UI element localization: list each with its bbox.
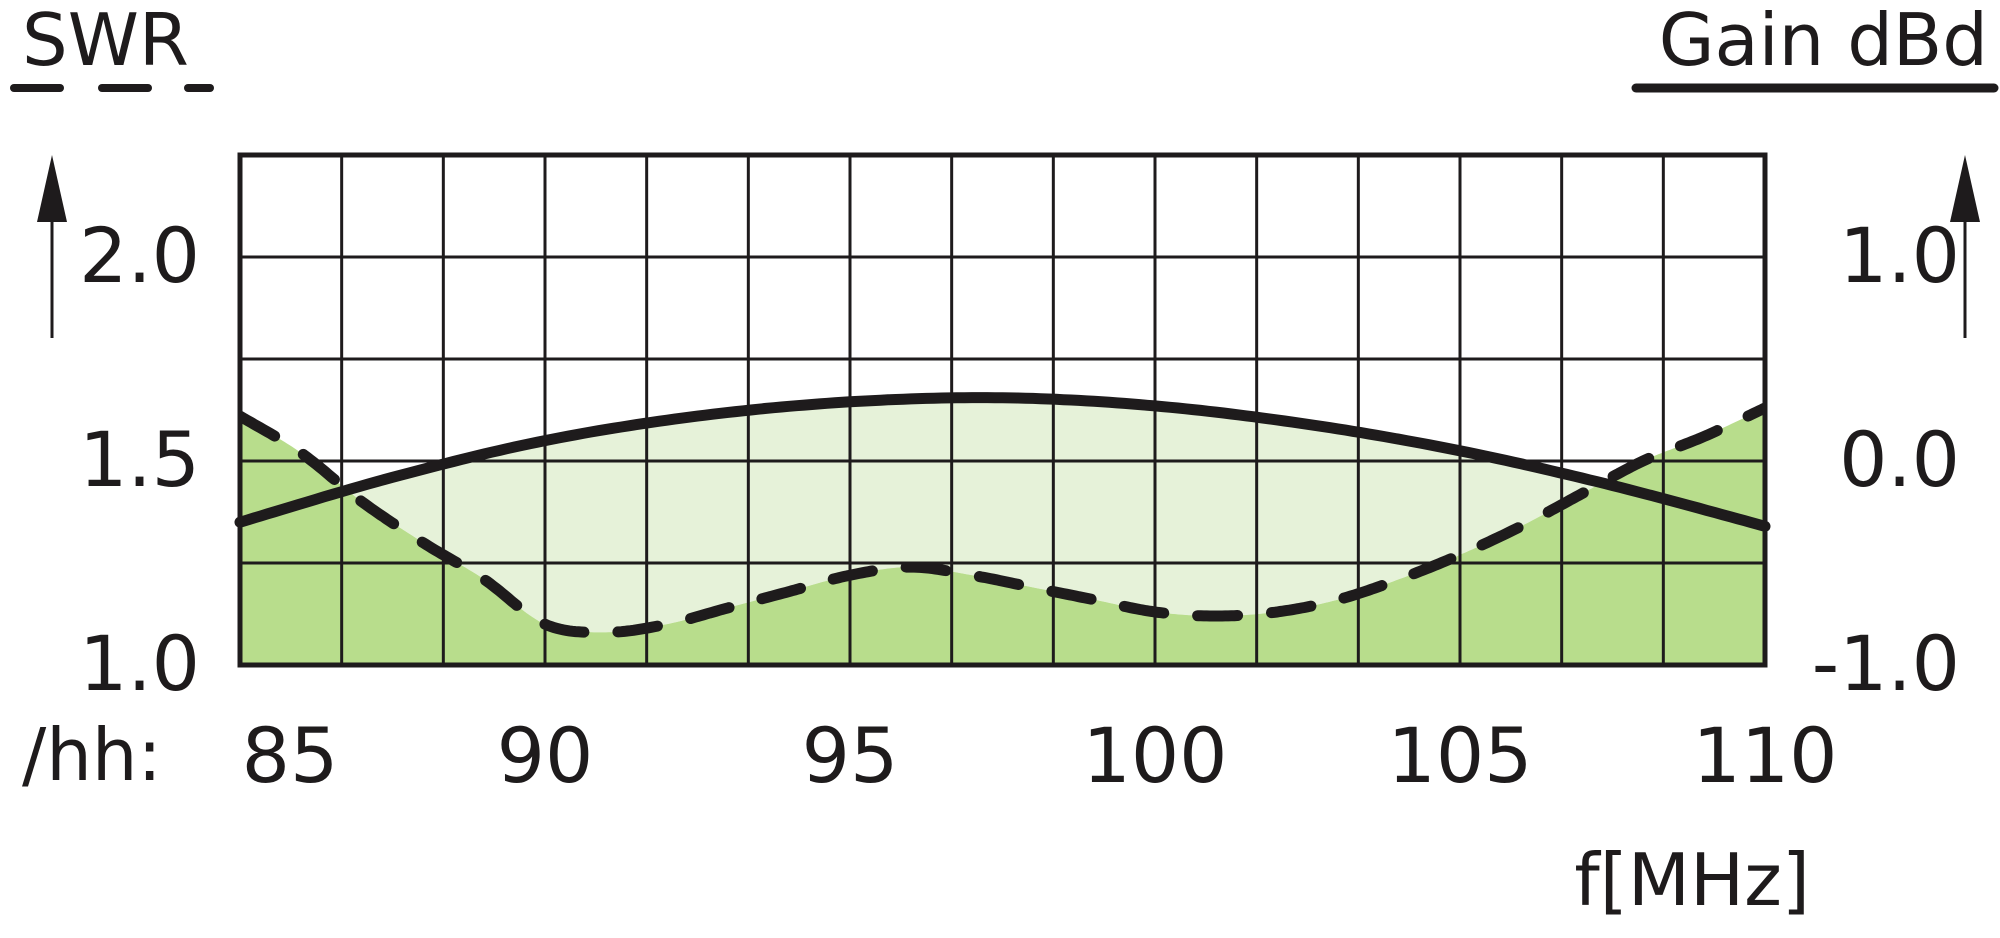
left-tick-label: 2.0 bbox=[79, 211, 200, 300]
x-tick-label: 105 bbox=[1387, 711, 1532, 800]
plot-frame bbox=[237, 152, 1768, 668]
fill-below-swr bbox=[240, 408, 1765, 665]
right-tick-label: -1.0 bbox=[1812, 619, 1960, 708]
x-tick-label: 100 bbox=[1082, 711, 1227, 800]
x-axis-prefix: /hh: bbox=[22, 713, 162, 797]
series-swr-line bbox=[240, 402, 1765, 638]
left-axis-title: SWR bbox=[22, 0, 189, 82]
fill-band-area bbox=[240, 397, 1765, 633]
right-tick-label: 1.0 bbox=[1839, 211, 1960, 300]
x-tick-label: 85 bbox=[242, 711, 339, 800]
grid-lines bbox=[240, 155, 1765, 665]
left-arrow-up-icon bbox=[37, 155, 67, 338]
right-tick-label: 0.0 bbox=[1839, 415, 1960, 504]
right-axis-ticks: -1.0 0.0 1.0 bbox=[1812, 211, 1960, 708]
x-axis-label: f[MHz] bbox=[1574, 838, 1810, 922]
x-tick-label: 95 bbox=[802, 711, 899, 800]
x-tick-label: 110 bbox=[1692, 711, 1837, 800]
left-axis-ticks: 1.0 1.5 2.0 bbox=[79, 211, 200, 708]
left-tick-label: 1.0 bbox=[79, 619, 200, 708]
left-tick-label: 1.5 bbox=[79, 415, 200, 504]
right-axis-title: Gain dBd bbox=[1659, 0, 1988, 82]
series-gain-line bbox=[234, 392, 1771, 532]
x-tick-label: 90 bbox=[497, 711, 594, 800]
right-arrow-up-icon bbox=[1950, 155, 1980, 338]
series-lines bbox=[234, 392, 1771, 638]
x-axis-ticks: 85 90 95 100 105 110 bbox=[242, 711, 1838, 800]
